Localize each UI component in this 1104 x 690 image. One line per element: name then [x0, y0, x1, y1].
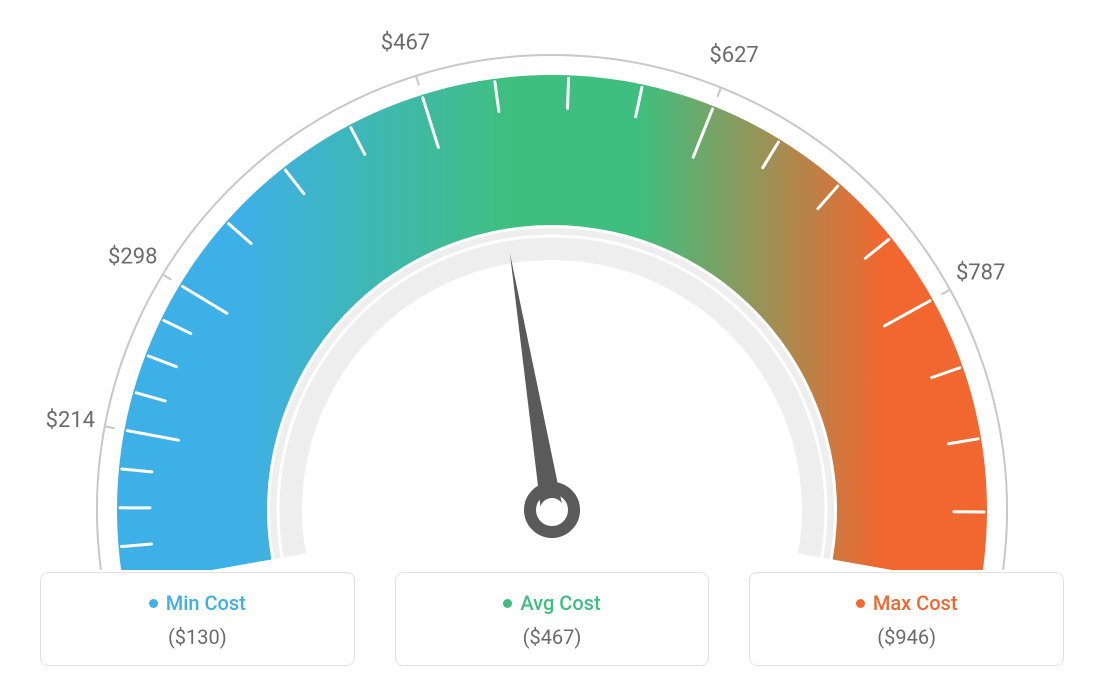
gauge-container: $130$214$298$467$627$787$946: [0, 0, 1104, 560]
legend-label: Avg Cost: [520, 591, 600, 615]
scale-nub: [163, 274, 172, 279]
legend-title-min: Min Cost: [149, 591, 246, 615]
legend-card-max: Max Cost ($946): [749, 572, 1064, 666]
scale-nub: [717, 88, 721, 97]
tick-label: $298: [108, 244, 157, 269]
legend-title-max: Max Cost: [856, 591, 958, 615]
scale-nub: [941, 290, 950, 295]
needle: [510, 253, 563, 511]
legend-card-min: Min Cost ($130): [40, 572, 355, 666]
minor-tick: [567, 78, 568, 108]
legend-title-avg: Avg Cost: [503, 591, 600, 615]
dot-icon: [856, 599, 865, 608]
tick-label: $467: [381, 30, 430, 55]
tick-label: $627: [709, 43, 758, 68]
legend-label: Max Cost: [873, 591, 958, 615]
needle-hub-hole: [540, 498, 564, 522]
legend-value-avg: ($467): [406, 625, 699, 649]
dot-icon: [503, 599, 512, 608]
dot-icon: [149, 599, 158, 608]
legend-value-max: ($946): [760, 625, 1053, 649]
scale-nub: [105, 426, 115, 428]
tick-label: $787: [956, 261, 1005, 286]
legend-value-min: ($130): [51, 625, 344, 649]
legend-card-avg: Avg Cost ($467): [395, 572, 710, 666]
legend-label: Min Cost: [166, 591, 246, 615]
gauge-chart: $130$214$298$467$627$787$946: [42, 30, 1062, 570]
legend-row: Min Cost ($130) Avg Cost ($467) Max Cost…: [0, 572, 1104, 666]
scale-nub: [416, 76, 419, 86]
tick-label: $214: [46, 408, 95, 433]
